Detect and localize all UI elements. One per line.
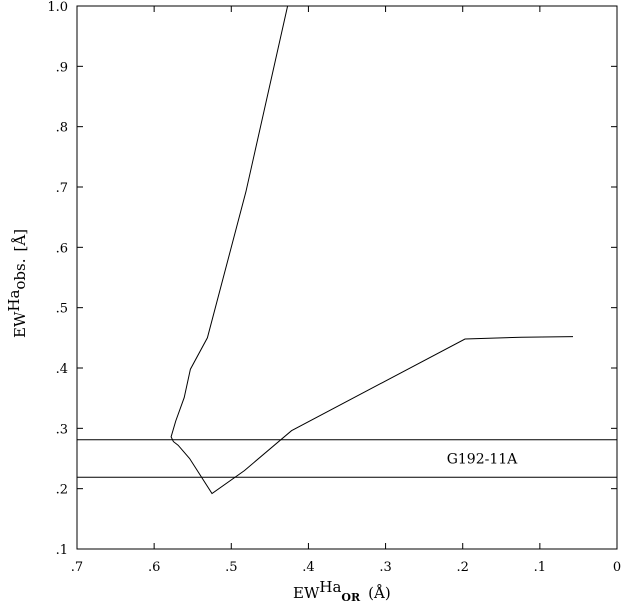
y-tick-label: .2	[56, 483, 68, 498]
curve-line	[170, 5, 574, 495]
x-axis-title: EWHaQR (Å)	[293, 578, 391, 601]
x-axis-title-main: EW	[293, 584, 320, 601]
plot-frame	[76, 5, 618, 550]
x-tick-label: .3	[379, 560, 391, 575]
x-axis-title-sub: QR	[341, 591, 361, 601]
x-tick-label: .5	[225, 560, 237, 575]
x-axis-title-sup: Ha	[319, 578, 341, 596]
y-tick-label: .9	[56, 60, 68, 75]
y-axis-title-unit: [Å]	[11, 229, 29, 252]
x-tick-label: .1	[534, 560, 546, 575]
y-tick-label: .3	[56, 422, 68, 437]
y-tick-label: .8	[56, 121, 68, 136]
y-axis-title-sup: Ha	[5, 290, 23, 312]
annotation-label: G192-11A	[447, 452, 518, 468]
ticks	[76, 5, 618, 550]
y-axis-title: EWHaobs. [Å]	[5, 229, 29, 338]
y-axis-title-main: EW	[11, 311, 29, 338]
x-tick-label: .4	[302, 560, 314, 575]
x-tick-label: .6	[148, 560, 160, 575]
tick-labels: .7 .6 .5 .4 .3 .2 .1 0 .1 .2 .3 .4 .5 .6 .7 .8 .9 1.0	[47, 0, 621, 575]
y-tick-label: .1	[56, 543, 68, 558]
y-tick-label: .4	[56, 362, 68, 377]
x-tick-label: .7	[71, 560, 83, 575]
y-tick-label: .7	[56, 181, 68, 196]
x-tick-label: .2	[457, 560, 469, 575]
y-tick-label: 1.0	[47, 0, 68, 15]
x-tick-label: 0	[613, 560, 621, 575]
annotations: G192-11A	[447, 452, 518, 468]
series	[77, 5, 617, 495]
x-axis-title-unit: (Å)	[368, 584, 391, 601]
y-tick-label: .6	[56, 241, 68, 256]
y-tick-label: .5	[56, 302, 68, 317]
y-axis-title-sub: obs.	[11, 258, 29, 289]
